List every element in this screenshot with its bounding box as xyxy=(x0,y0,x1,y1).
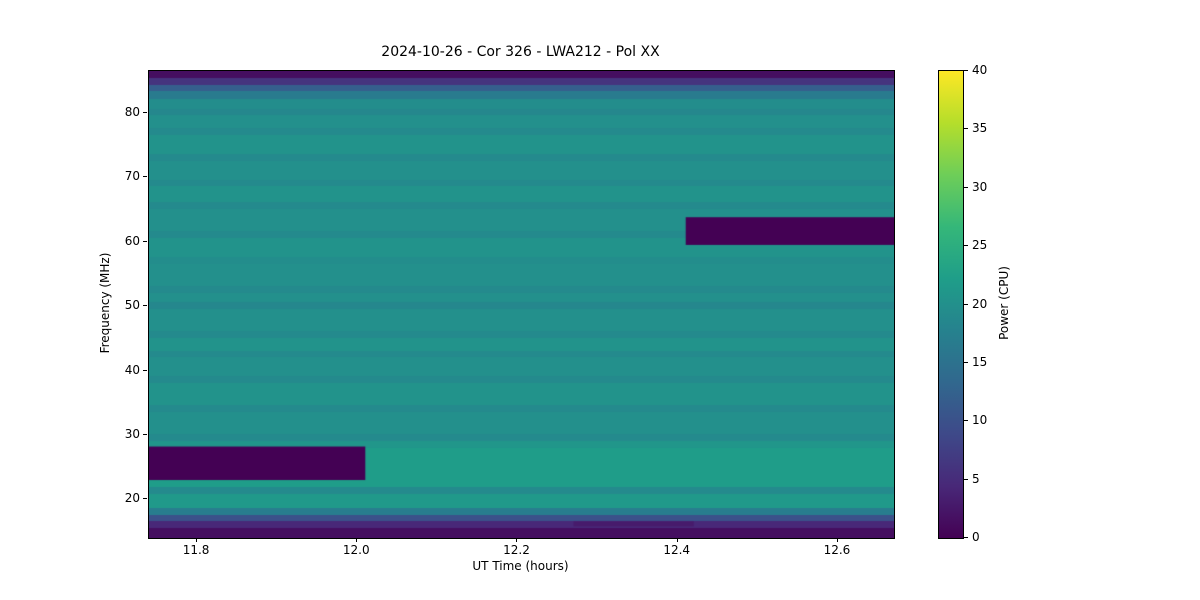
x-tick-mark xyxy=(196,538,198,542)
x-tick-mark xyxy=(676,538,678,542)
colorbar-tick-label: 20 xyxy=(972,296,988,311)
colorbar-tick-mark xyxy=(964,537,968,538)
chart-title: 2024-10-26 - Cor 326 - LWA212 - Pol XX xyxy=(381,44,660,60)
colorbar-tick-label: 30 xyxy=(972,179,988,194)
y-tick-mark xyxy=(143,433,147,435)
y-tick-mark xyxy=(143,305,147,307)
colorbar-tick-label: 0 xyxy=(972,530,980,544)
colorbar-label: Power (CPU) xyxy=(997,266,1011,340)
y-tick-label: 30 xyxy=(124,426,140,441)
colorbar-tick-mark xyxy=(964,128,968,130)
y-tick-label: 70 xyxy=(124,169,140,184)
x-tick-mark xyxy=(356,538,358,542)
colorbar-tick-mark xyxy=(964,478,968,480)
x-tick-mark xyxy=(516,538,518,542)
x-tick-mark xyxy=(836,538,838,542)
x-tick-label: 12.6 xyxy=(823,543,851,557)
y-tick-label: 60 xyxy=(124,233,140,248)
x-tick-label: 12.2 xyxy=(503,543,530,557)
y-tick-label: 50 xyxy=(124,298,140,313)
x-axis-label: UT Time (hours) xyxy=(472,559,569,573)
y-tick-label: 80 xyxy=(124,104,140,119)
y-tick-mark xyxy=(143,369,147,371)
heatmap-canvas xyxy=(149,71,894,538)
colorbar-tick-mark xyxy=(964,70,968,71)
colorbar-tick-label: 25 xyxy=(972,238,988,253)
colorbar-tick-mark xyxy=(964,186,968,188)
colorbar-tick-label: 35 xyxy=(972,121,988,136)
y-tick-mark xyxy=(143,111,147,113)
y-tick-mark xyxy=(143,176,147,178)
x-tick-label: 12.4 xyxy=(663,543,691,557)
colorbar xyxy=(938,70,964,539)
y-tick-label: 20 xyxy=(124,491,140,506)
colorbar-tick-mark xyxy=(964,245,968,247)
colorbar-tick-mark xyxy=(964,361,968,363)
colorbar-tick-label: 10 xyxy=(972,413,988,428)
colorbar-tick-label: 15 xyxy=(972,354,988,369)
y-tick-mark xyxy=(143,240,147,242)
colorbar-tick-label: 5 xyxy=(972,471,980,486)
x-tick-label: 12.0 xyxy=(342,543,370,557)
colorbar-tick-mark xyxy=(964,420,968,422)
y-tick-mark xyxy=(143,498,147,500)
colorbar-tick-label: 40 xyxy=(972,63,988,77)
y-tick-label: 40 xyxy=(124,362,140,377)
x-tick-label: 11.8 xyxy=(182,543,210,557)
colorbar-tick-mark xyxy=(964,303,968,305)
plot-area xyxy=(148,70,895,539)
